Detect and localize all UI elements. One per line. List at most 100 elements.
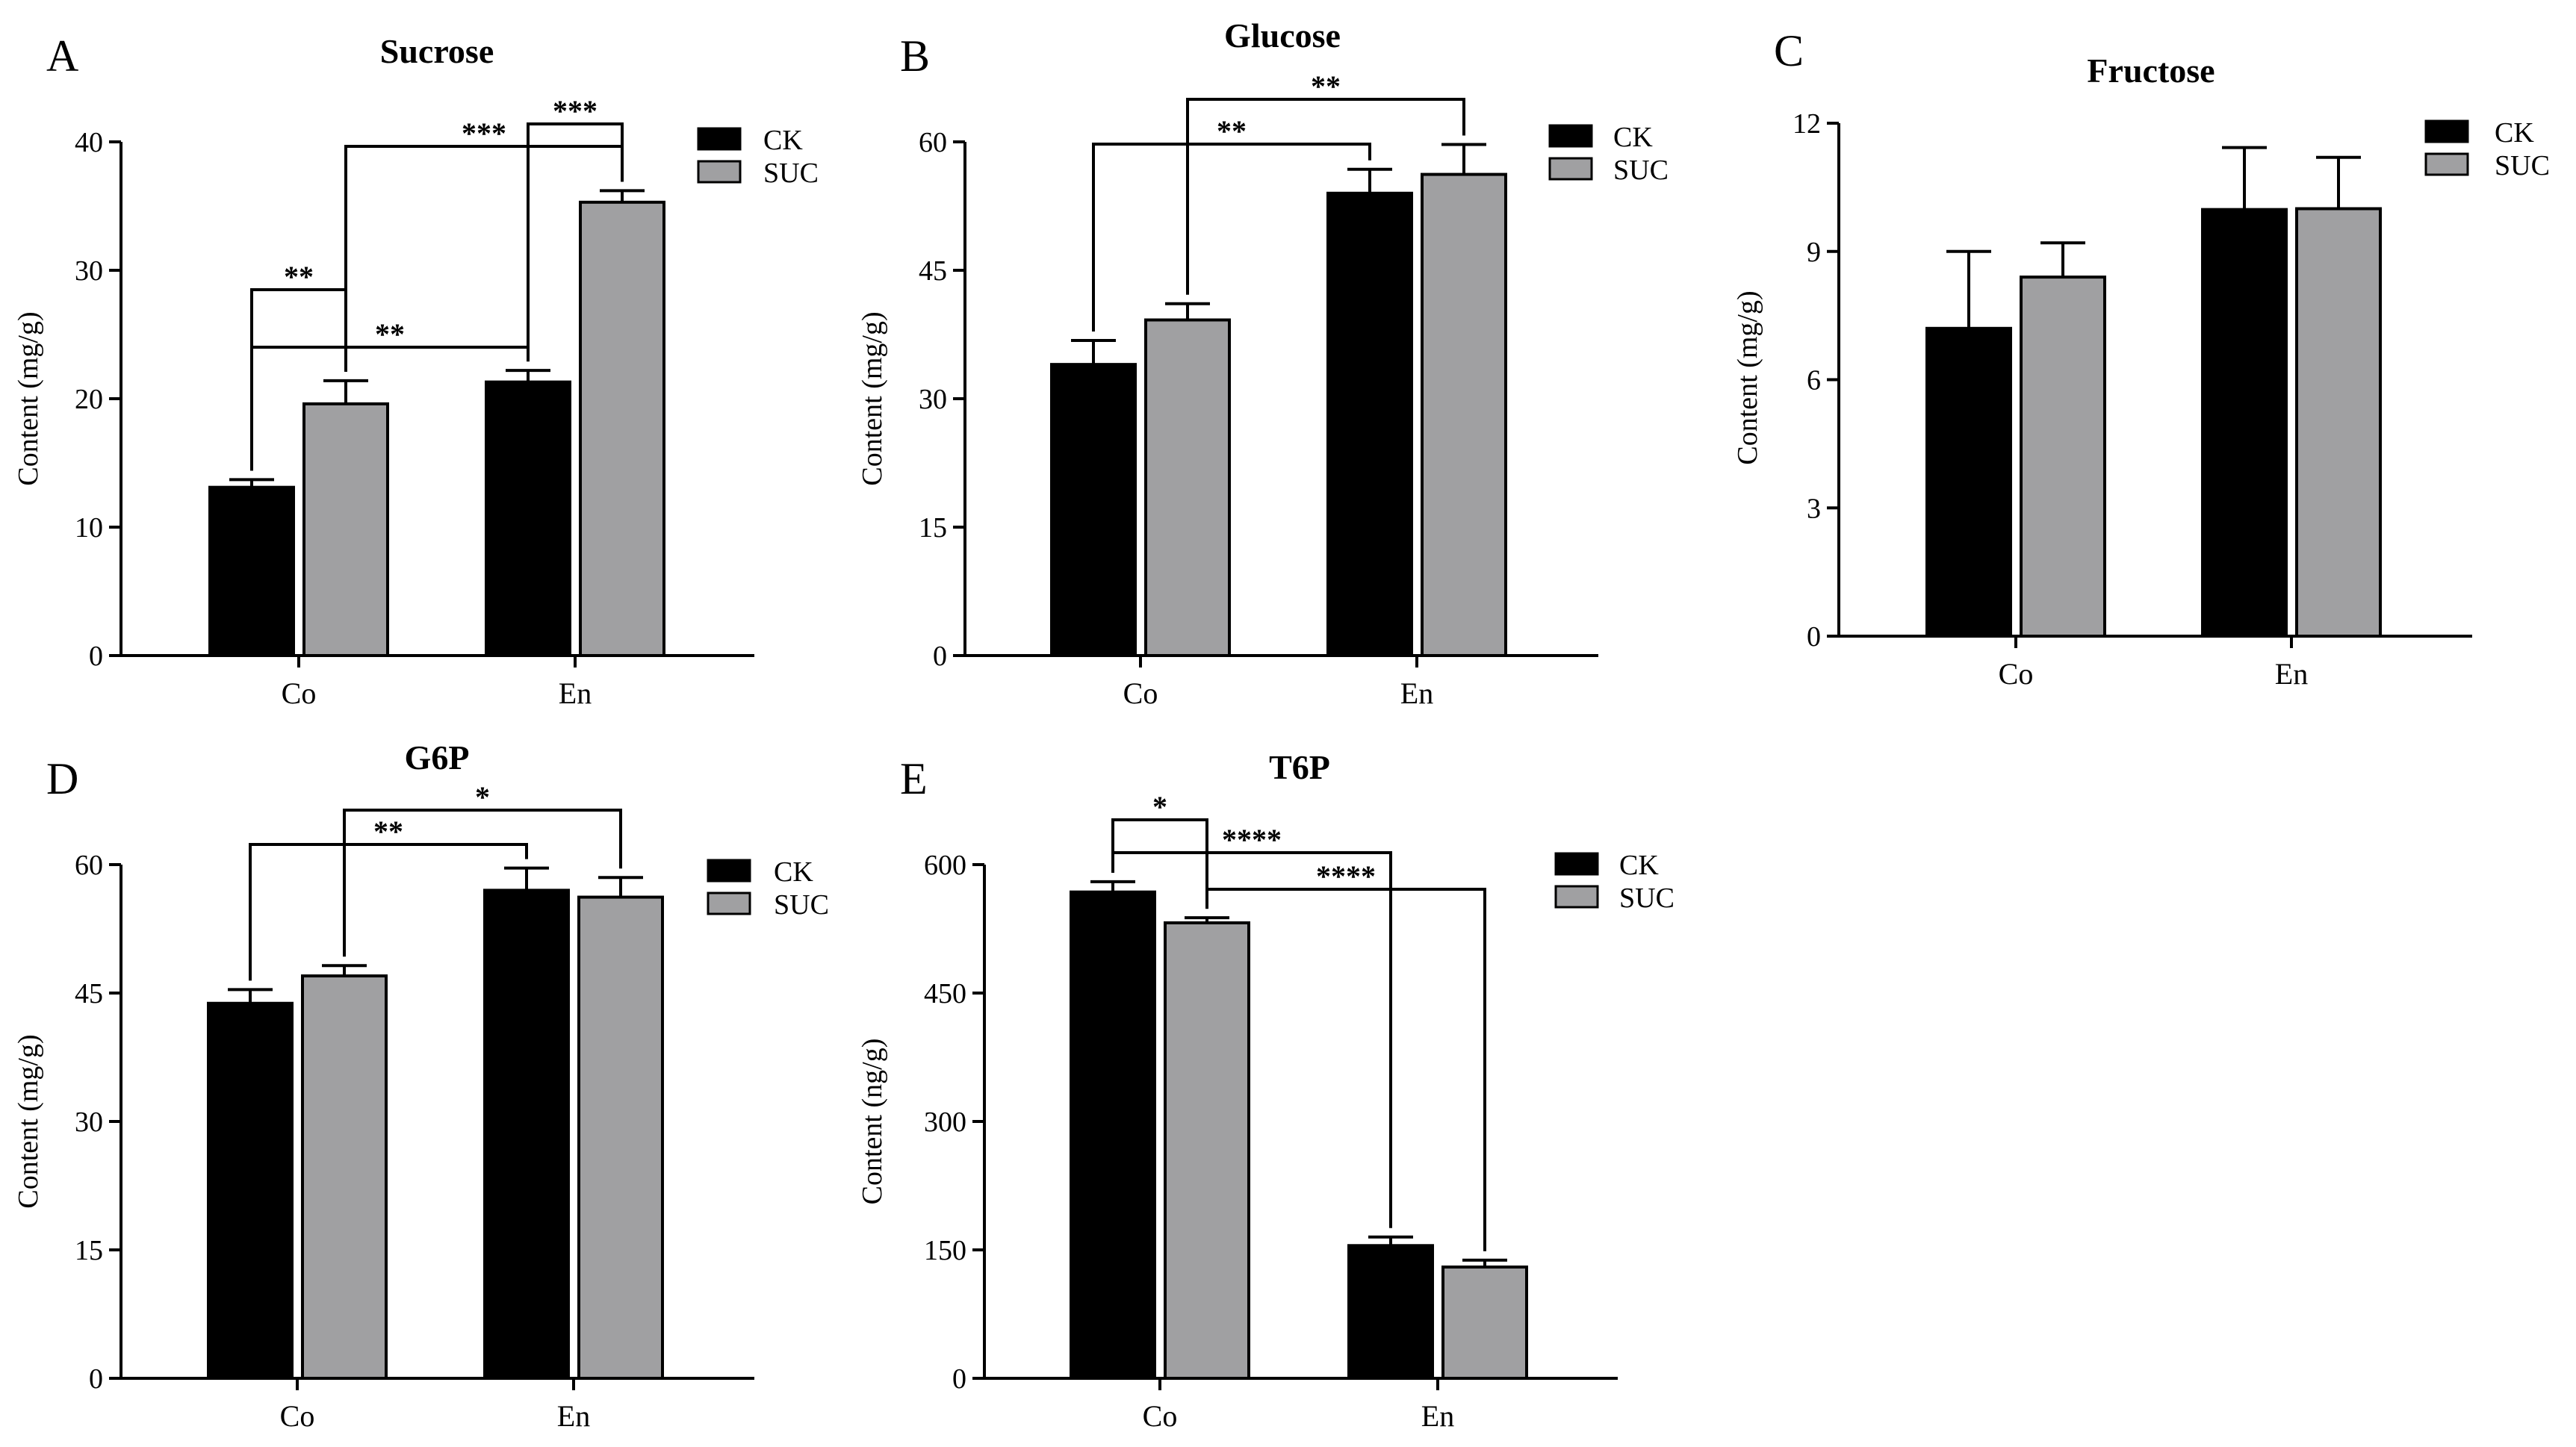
- significance-label: **: [1217, 114, 1247, 148]
- x-category-label: En: [2275, 657, 2308, 691]
- bar-suc-co: [2020, 276, 2106, 638]
- chart-title: Sucrose: [380, 32, 494, 70]
- bar-suc-en: [1421, 172, 1507, 658]
- significance-bracket: [1092, 143, 1371, 332]
- bar-ck-co: [1070, 890, 1156, 1380]
- legend: CK SUC: [707, 856, 829, 921]
- y-tick-label: 0: [89, 1363, 103, 1395]
- legend-label-ck: CK: [763, 125, 803, 156]
- legend-swatch-ck: [707, 859, 751, 883]
- bar-ck-co: [208, 485, 295, 657]
- bar-ck-en: [483, 889, 570, 1380]
- bar-suc-co: [302, 402, 389, 657]
- legend-swatch-suc: [2424, 152, 2469, 176]
- y-axis-label: Content (ng/g): [857, 1039, 888, 1205]
- legend-swatch-suc: [1554, 885, 1599, 909]
- y-tick-label: 150: [924, 1235, 966, 1266]
- significance-label: *: [475, 780, 490, 814]
- y-tick-label: 60: [75, 850, 103, 881]
- x-category-label: Co: [280, 1399, 315, 1433]
- chart-title: G6P: [405, 738, 470, 777]
- y-tick-label: 0: [1807, 621, 1821, 653]
- significance-bracket: [250, 346, 530, 471]
- legend-swatch-ck: [697, 127, 742, 151]
- y-axis-label: Content (mg/g): [857, 311, 888, 485]
- panel-label-e: E: [900, 754, 928, 803]
- y-tick-label: 9: [1807, 237, 1821, 268]
- panel-label-b: B: [900, 31, 930, 81]
- y-tick-label: 40: [75, 127, 103, 158]
- legend-label-suc: SUC: [763, 158, 819, 189]
- y-tick-label: 15: [919, 512, 947, 544]
- legend-label-ck: CK: [1613, 122, 1653, 153]
- legend-label-suc: SUC: [1613, 155, 1669, 186]
- significance-label: **: [375, 317, 405, 351]
- legend-swatch-suc: [1548, 157, 1593, 181]
- significance-label: **: [373, 815, 403, 848]
- legend-swatch-suc: [697, 160, 742, 184]
- y-tick-label: 0: [933, 641, 947, 672]
- x-category-label: Co: [1123, 676, 1158, 710]
- y-tick-label: 450: [924, 978, 966, 1009]
- bar-ck-en: [1347, 1244, 1434, 1381]
- legend-swatch-ck: [1548, 124, 1593, 148]
- significance-label: ****: [1316, 859, 1376, 893]
- bar-ck-en: [1326, 191, 1413, 657]
- legend-swatch-suc: [707, 891, 751, 915]
- x-category-label: En: [557, 1399, 590, 1433]
- bar-suc-en: [577, 895, 664, 1381]
- y-tick-label: 10: [75, 512, 103, 544]
- legend: CK SUC: [1548, 122, 1669, 186]
- y-tick-label: 20: [75, 384, 103, 415]
- bar-ck-en: [485, 380, 571, 657]
- y-tick-label: 600: [924, 850, 966, 881]
- y-tick-label: 30: [75, 1107, 103, 1138]
- significance-bracket: [343, 809, 622, 957]
- x-category-label: Co: [282, 676, 317, 710]
- legend-swatch-ck: [2424, 119, 2469, 143]
- significance-bracket: [1186, 98, 1465, 295]
- significance-bracket: [249, 843, 528, 981]
- y-axis-label: Content (mg/g): [13, 1034, 44, 1208]
- panel-c-fructose: C Fructose Content (mg/g) 0 3 6 9 12 Co En C…: [1732, 26, 2550, 691]
- significance-bracket: [344, 145, 624, 372]
- legend-label-ck: CK: [774, 856, 813, 888]
- significance-label: ***: [553, 94, 598, 128]
- bar-ck-co: [1925, 326, 2012, 638]
- x-category-label: En: [1421, 1399, 1454, 1433]
- significance-label: *: [1152, 790, 1167, 824]
- legend-label-ck: CK: [1619, 850, 1659, 881]
- legend-label-suc: SUC: [2495, 150, 2550, 181]
- legend-label-suc: SUC: [1619, 883, 1675, 914]
- panel-label-d: D: [46, 754, 78, 803]
- x-category-label: En: [1400, 676, 1433, 710]
- significance-bracket: [1111, 818, 1208, 909]
- bar-suc-en: [2295, 207, 2382, 638]
- legend-swatch-ck: [1554, 852, 1599, 876]
- x-category-label: Co: [1999, 657, 2034, 691]
- bar-suc-en: [1441, 1265, 1528, 1381]
- y-tick-label: 60: [919, 127, 947, 158]
- legend: CK SUC: [697, 125, 819, 189]
- y-tick-label: 3: [1807, 493, 1821, 524]
- y-tick-label: 0: [89, 641, 103, 672]
- panel-label-a: A: [46, 31, 78, 81]
- chart-title: T6P: [1269, 748, 1330, 786]
- x-category-label: Co: [1143, 1399, 1178, 1433]
- bar-suc-en: [579, 200, 665, 657]
- significance-bracket: [1205, 888, 1486, 1251]
- y-tick-label: 12: [1793, 108, 1821, 140]
- legend-label-suc: SUC: [774, 889, 829, 921]
- bar-suc-co: [1144, 318, 1231, 657]
- y-tick-label: 30: [75, 255, 103, 287]
- y-axis-label: Content (mg/g): [13, 311, 44, 485]
- y-tick-label: 45: [75, 978, 103, 1009]
- x-category-label: En: [559, 676, 592, 710]
- y-tick-label: 0: [952, 1363, 966, 1395]
- y-axis-label: Content (mg/g): [1732, 290, 1763, 464]
- legend: CK SUC: [2424, 117, 2550, 181]
